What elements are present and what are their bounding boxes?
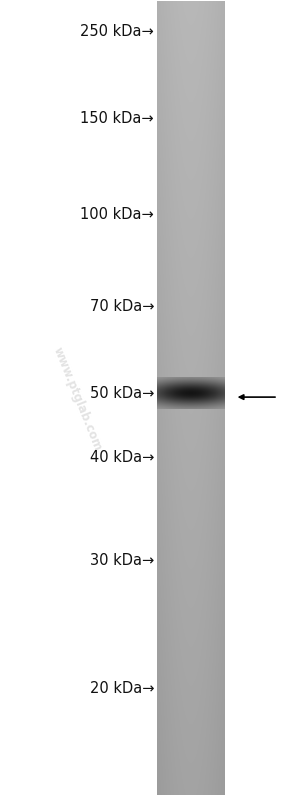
Text: 150 kDa→: 150 kDa→ (80, 111, 154, 125)
Text: www.ptglab.com: www.ptglab.com (51, 346, 105, 453)
Text: 20 kDa→: 20 kDa→ (90, 682, 154, 696)
Text: 100 kDa→: 100 kDa→ (80, 207, 154, 221)
Text: 50 kDa→: 50 kDa→ (90, 386, 154, 400)
Text: 30 kDa→: 30 kDa→ (90, 554, 154, 568)
Text: 40 kDa→: 40 kDa→ (90, 450, 154, 464)
Text: 70 kDa→: 70 kDa→ (90, 300, 154, 314)
Text: 250 kDa→: 250 kDa→ (80, 25, 154, 39)
